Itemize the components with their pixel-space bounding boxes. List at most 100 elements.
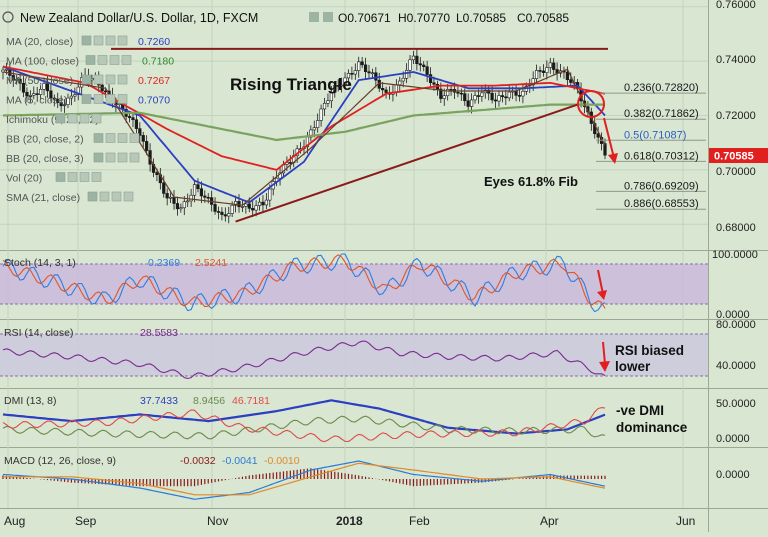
candle-body (504, 96, 508, 99)
candle-body (411, 55, 416, 61)
dmi-note-line2: dominance (616, 420, 688, 435)
candle-body (268, 188, 272, 201)
stoch-label: Stoch (14, 3, 1) (4, 257, 76, 269)
price-tick: 0.74000 (716, 54, 756, 66)
time-tick: Jun (676, 514, 695, 528)
candle-body (261, 201, 265, 206)
candle-body (45, 83, 50, 92)
macd-value-macd: -0.0041 (222, 455, 258, 467)
candle-body (316, 120, 320, 128)
legend-button (111, 191, 122, 202)
macd-panel[interactable] (0, 448, 708, 508)
ohlc-open: O0.70671 (338, 11, 391, 25)
candle-body (138, 128, 142, 136)
candle-body (541, 70, 546, 73)
candle-body (288, 162, 292, 164)
candle-body (203, 195, 207, 198)
candle-body (182, 201, 186, 209)
legend-row-label: Vol (20) (6, 173, 42, 185)
indicator-legend: MA (20, close) 0.7260 MA (100, close) 0.718… (6, 35, 174, 204)
legend-button (105, 74, 116, 85)
candle-body (370, 72, 375, 75)
candle-body (432, 82, 436, 85)
candle-body (552, 62, 556, 70)
candle-body (172, 196, 176, 204)
candle-body (487, 89, 491, 94)
candle-body (333, 85, 337, 93)
rsi-tick: 40.0000 (716, 360, 756, 372)
candle-body (466, 100, 470, 107)
candle-body (165, 193, 169, 199)
legend-button (55, 113, 66, 124)
legend-row-label: MA (5, close) (6, 95, 67, 107)
candle-body (76, 86, 80, 95)
macd-signal-line (3, 462, 606, 496)
candle-body (422, 64, 426, 67)
candle-body (59, 102, 63, 107)
candle-body (398, 80, 402, 86)
candle-body (15, 78, 19, 81)
legend-button (97, 55, 108, 65)
candle-body (4, 68, 9, 71)
candle-body (104, 90, 108, 93)
candle-body (25, 91, 29, 97)
legend-button (105, 35, 116, 46)
legend-button (105, 152, 116, 163)
legend-button (121, 55, 132, 65)
moving-average-line (2, 65, 606, 204)
legend-button (55, 172, 66, 182)
candle-body (244, 203, 248, 207)
trendlines (111, 47, 608, 223)
price-tick: 0.76000 (716, 0, 756, 11)
candle-body (220, 211, 224, 215)
legend-button (123, 191, 134, 202)
price-down-arrow (603, 117, 618, 164)
eye-icon[interactable] (309, 12, 319, 22)
candle-body (425, 66, 429, 75)
stoch-tick: 0.0000 (716, 309, 750, 321)
oscillator-bands (0, 263, 708, 377)
candle-body (493, 99, 498, 102)
candle-body (446, 89, 450, 97)
candle-body (381, 88, 385, 91)
legend-button (87, 191, 98, 202)
collapse-icon[interactable] (2, 11, 14, 23)
candle-body (473, 95, 477, 101)
legend-button (81, 74, 92, 85)
candle-body (442, 95, 446, 99)
price-axis-panel[interactable] (708, 0, 768, 532)
settings-icon[interactable] (323, 12, 333, 22)
candle-body (384, 89, 388, 93)
candle-body (312, 127, 316, 131)
moving-average-line (2, 65, 606, 171)
candle-body (428, 74, 433, 84)
time-axis-panel[interactable] (0, 508, 708, 532)
dmi-adx-line (2, 399, 606, 435)
candle-body (603, 143, 607, 156)
candle-body (199, 188, 203, 197)
fib-label: 0.236(0.72820) (624, 82, 699, 94)
dmi-tick: 50.0000 (716, 398, 756, 410)
macd-value-hist: -0.0032 (180, 455, 216, 467)
ohlc-close: C0.70585 (517, 11, 569, 25)
price-tick: 0.70000 (716, 166, 756, 178)
candle-body (257, 201, 262, 206)
candle-body (329, 92, 333, 102)
rsi-legend: RSI (14, close) 28.5583 (4, 327, 178, 339)
candle-body (463, 93, 467, 102)
candle-body (35, 93, 39, 95)
legend-button (93, 35, 104, 46)
macd-tick: 0.0000 (716, 469, 750, 481)
moving-average-line (2, 103, 605, 142)
candle-body (565, 71, 569, 80)
legend-button (93, 94, 104, 104)
legend-row-value: 0.7070 (138, 95, 170, 107)
legend-button (117, 152, 128, 163)
time-tick: Sep (75, 514, 97, 528)
fib-label: 0.786(0.69209) (624, 180, 699, 192)
legend-button (117, 74, 128, 85)
rsi-note-line2: lower (615, 359, 651, 374)
rsi-value: 28.5583 (140, 327, 178, 339)
candle-body (223, 214, 227, 217)
